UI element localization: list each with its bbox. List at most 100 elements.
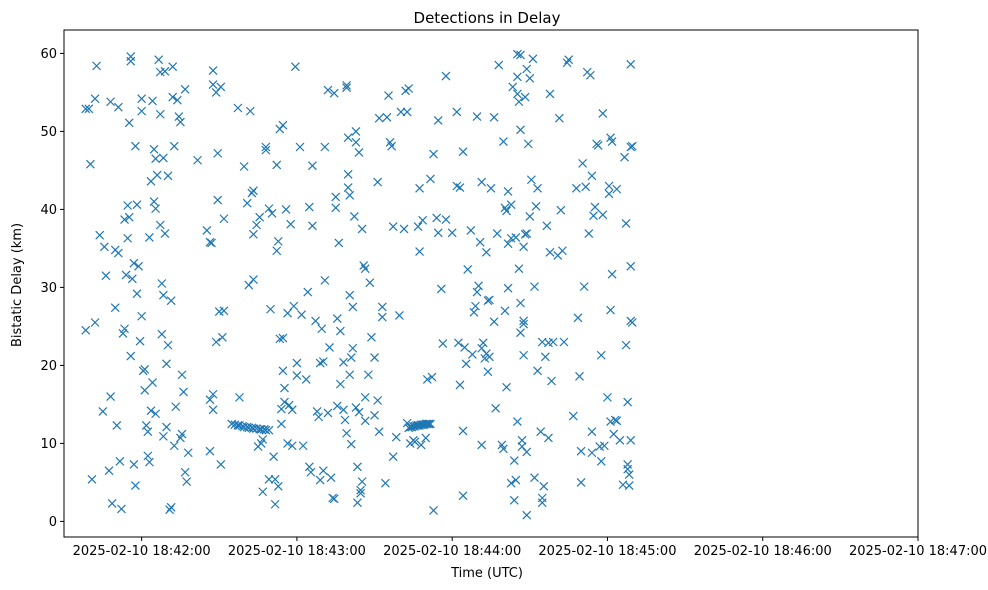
data-point [438,339,448,348]
data-point [489,317,499,327]
data-point [520,92,530,102]
data-point [205,446,215,456]
data-point [422,419,432,429]
data-point [474,281,484,291]
data-point [255,212,265,222]
data-point [584,229,594,239]
data-point [155,109,165,119]
data-point [519,242,529,252]
data-point [581,182,591,192]
data-point [477,440,487,450]
data-point [512,89,522,99]
data-point [353,498,362,508]
data-point [589,211,598,221]
data-point [87,474,97,484]
data-point [598,109,608,118]
data-point [202,226,212,235]
data-point [273,236,283,246]
data-point [219,306,229,316]
data-point [604,189,614,199]
data-point [545,247,555,257]
data-point [607,137,617,146]
data-point [137,106,147,116]
data-point [363,370,373,380]
y-tick-label: 10 [40,437,57,452]
data-point [441,215,451,224]
data-point [365,278,375,288]
data-point [494,60,504,70]
data-point [387,141,397,151]
data-point [485,295,494,305]
data-point [278,120,288,130]
data-point [295,142,305,152]
data-point [160,229,170,239]
data-point [216,82,226,92]
data-point [213,148,223,158]
data-point [359,261,369,270]
data-point [502,382,511,392]
data-point [101,271,111,281]
data-point [264,204,274,214]
data-point [149,197,159,207]
data-point [323,408,333,418]
data-point [512,72,522,82]
data-point [455,183,465,192]
data-point [144,233,154,242]
data-point [177,370,187,380]
data-point [483,367,493,377]
data-point [624,481,634,490]
data-point [208,389,218,399]
data-point [370,353,379,363]
data-point [415,247,424,256]
data-point [261,425,271,435]
data-point [576,477,586,487]
data-point [514,264,524,274]
data-point [264,425,274,435]
data-point [562,58,572,68]
data-point [171,402,181,412]
data-point [120,324,129,334]
data-point [416,440,426,450]
data-point [427,372,437,382]
data-point [176,117,185,127]
data-point [360,264,370,274]
data-point [124,118,134,128]
data-point [542,221,552,231]
data-point [525,211,535,221]
data-point [399,224,409,234]
data-point [516,298,525,308]
data-point [158,290,168,300]
data-point [314,412,324,422]
data-point [472,287,482,297]
x-tick-label: 2025-02-10 18:44:00 [383,544,521,559]
data-point [351,137,361,147]
data-point [308,221,317,231]
data-point [118,328,128,338]
data-point [123,233,133,243]
data-point [172,95,182,105]
data-point [354,407,364,417]
data-point [559,337,569,347]
data-point [522,64,532,74]
data-point [129,460,139,469]
data-point [148,378,157,387]
y-tick-label: 30 [40,281,57,296]
data-point [533,366,543,376]
data-point [394,311,404,320]
x-tick-label: 2025-02-10 18:43:00 [228,544,366,559]
data-point [292,371,302,380]
data-point [540,352,550,362]
data-point [436,284,446,294]
x-axis-title: Time (UTC) [450,566,523,581]
data-point [144,457,154,467]
data-point [287,405,297,415]
data-point [267,208,277,218]
data-point [99,242,109,252]
data-point [388,222,398,231]
data-point [626,261,636,271]
data-point [304,462,314,472]
data-point [626,435,636,445]
data-point [345,190,355,200]
data-point [280,397,289,407]
data-point [463,265,473,274]
